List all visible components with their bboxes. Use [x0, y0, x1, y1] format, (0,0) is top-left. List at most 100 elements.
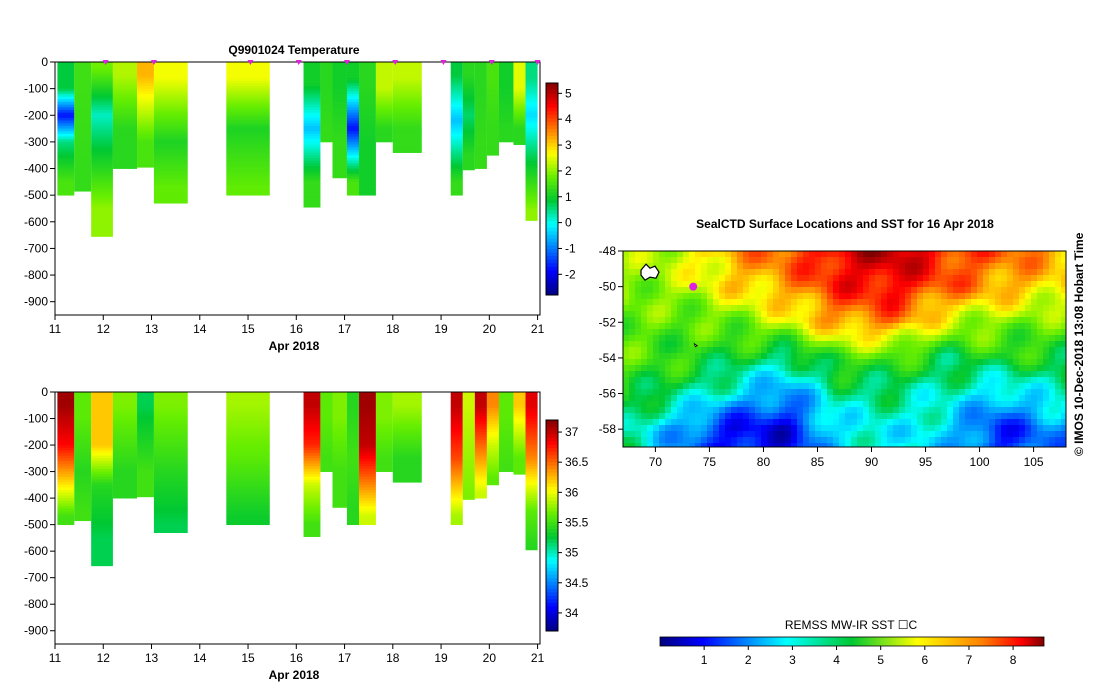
sst-cell [845, 407, 852, 414]
sst-cell [857, 347, 864, 354]
profile-cell [91, 195, 113, 199]
sst-cell [761, 305, 768, 312]
sst-cell [1037, 251, 1044, 258]
sst-cell [671, 293, 678, 300]
profile-cell [375, 120, 393, 124]
sst-cell [995, 293, 1002, 300]
sst-cell [1013, 257, 1020, 264]
profile-cell [137, 445, 154, 449]
profile-cell [112, 455, 138, 459]
profile-cell [375, 442, 393, 446]
sst-cell [743, 311, 750, 318]
colorbar-swatch [546, 550, 558, 555]
sst-cell [953, 413, 960, 420]
sst-cell [839, 431, 846, 438]
profile-cell [91, 463, 113, 467]
sst-cell [725, 275, 732, 282]
sst-cell [1043, 425, 1050, 432]
profile-cell [226, 397, 270, 401]
profile-cell [153, 179, 188, 183]
sst-cell [725, 281, 732, 288]
sst-cell [893, 401, 900, 408]
profile-cell [153, 117, 188, 121]
sst-cell [659, 251, 666, 258]
sst-cell [875, 335, 882, 342]
colorbar-frame [545, 419, 559, 632]
profile-cell [462, 468, 475, 472]
profile-cell [392, 107, 422, 111]
sst-cell [821, 311, 828, 318]
profile-cell [486, 418, 499, 422]
profile-cell [91, 227, 113, 231]
sst-cell [965, 269, 972, 276]
profile-cell [498, 72, 514, 76]
profile-cell [525, 508, 538, 512]
sst-cell [665, 371, 672, 378]
profile-cell [525, 527, 538, 531]
profile-cell [226, 75, 270, 79]
profile-cell [153, 91, 188, 95]
sst-cell [989, 431, 996, 438]
sst-cell [965, 275, 972, 282]
profile-cell [91, 232, 113, 236]
profile-cell [474, 447, 487, 451]
profile-cell [303, 524, 321, 528]
sst-cell [917, 419, 924, 426]
profile-cell [498, 104, 514, 108]
sst-cell [821, 425, 828, 432]
sst-cell [719, 371, 726, 378]
sst-cell [827, 329, 834, 336]
profile-cell [332, 88, 347, 92]
colorbar-swatch [546, 588, 558, 593]
sst-colorbar-tick-label: 2 [745, 653, 752, 667]
profile-cell [525, 402, 538, 406]
profile-cell [91, 83, 113, 87]
sst-cell [713, 437, 720, 444]
profile-cell [74, 139, 92, 143]
profile-cell [57, 431, 75, 435]
sst-cell [1001, 431, 1008, 438]
sst-cell [1049, 371, 1056, 378]
profile-cell [226, 120, 270, 124]
sst-cell [743, 299, 750, 306]
sst-cell [809, 293, 816, 300]
sst-cell [947, 305, 954, 312]
sst-cell [833, 347, 840, 354]
sst-cell [1049, 341, 1056, 348]
profile-16 [462, 62, 475, 171]
profile-cell [74, 498, 92, 502]
sst-cell [887, 281, 894, 288]
sst-cell [719, 401, 726, 408]
sst-cell [635, 353, 642, 360]
sst-cell [995, 329, 1002, 336]
profile-cell [153, 147, 188, 151]
sst-cell [887, 275, 894, 282]
profile-cell [74, 77, 92, 82]
profile-cell [57, 112, 75, 116]
sst-cell [749, 431, 756, 438]
sst-cell [815, 359, 822, 366]
sst-cell [1037, 287, 1044, 294]
profile-cell [375, 88, 393, 92]
profile-cell [57, 455, 75, 459]
sst-cell [821, 389, 828, 396]
profile-cell [392, 429, 422, 433]
profile-cell [450, 88, 463, 92]
sst-cell [707, 377, 714, 384]
sst-cell [995, 347, 1002, 354]
sst-cell [803, 371, 810, 378]
sst-cell [725, 425, 732, 432]
profile-cell [359, 423, 376, 427]
sst-cell [1007, 335, 1014, 342]
profile-cell [57, 115, 75, 119]
profile-cell [346, 413, 360, 417]
profile-cell [498, 437, 514, 441]
sst-cell [887, 401, 894, 408]
profile-cell [153, 476, 188, 480]
sst-cell [881, 305, 888, 312]
profile-cell [462, 498, 475, 500]
profile-cell [91, 511, 113, 515]
sst-cell [1055, 425, 1062, 432]
sst-cell [725, 413, 732, 420]
profile-cell [74, 101, 92, 106]
